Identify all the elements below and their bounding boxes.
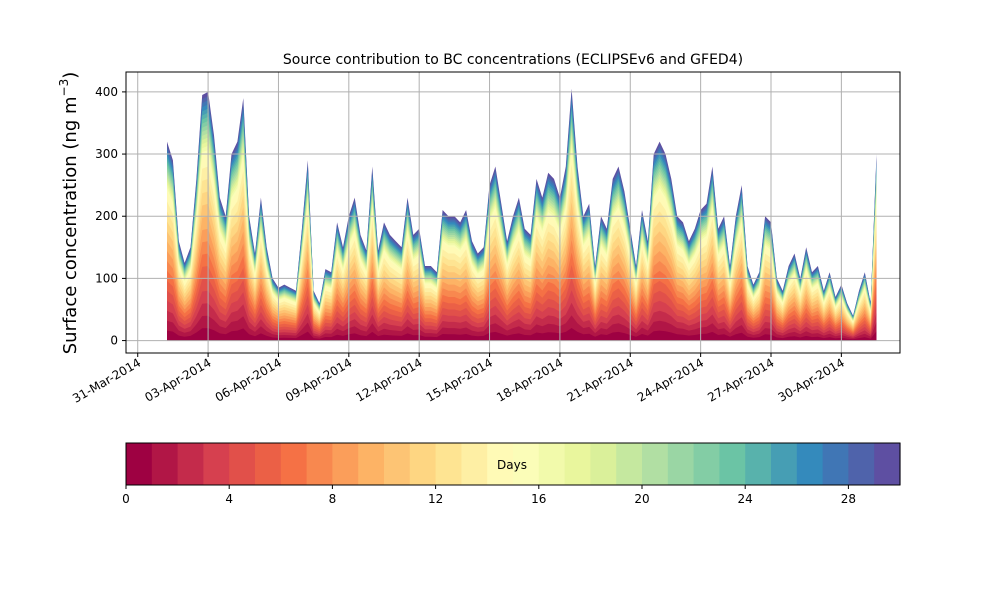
y-axis-ticks: 0 100 200 300 400 <box>95 85 126 348</box>
colorbar-cell <box>332 443 359 485</box>
y-axis-label-close: ) <box>60 72 81 79</box>
x-tick-label: 15-Apr-2014 <box>424 355 495 404</box>
colorbar-cell <box>255 443 282 485</box>
colorbar-cell <box>435 443 462 485</box>
y-tick-label: 0 <box>110 334 118 348</box>
colorbar-cell <box>771 443 798 485</box>
x-tick-label: 06-Apr-2014 <box>213 355 284 404</box>
colorbar-tick-label: 24 <box>738 492 753 506</box>
colorbar-tick-label: 0 <box>122 492 130 506</box>
y-tick-label: 400 <box>95 85 118 99</box>
x-tick-label: 18-Apr-2014 <box>494 355 565 404</box>
colorbar-cell <box>719 443 746 485</box>
colorbar-tick-label: 12 <box>428 492 443 506</box>
colorbar-cell <box>513 443 540 485</box>
colorbar-cell <box>229 443 256 485</box>
gridlines <box>126 72 900 353</box>
x-tick-label: 03-Apr-2014 <box>142 355 213 404</box>
x-tick-label: 12-Apr-2014 <box>353 355 424 404</box>
colorbar-tick-label: 16 <box>531 492 546 506</box>
colorbar-cell <box>487 443 514 485</box>
colorbar-cell <box>203 443 230 485</box>
colorbar-cell <box>848 443 875 485</box>
x-tick-label: 09-Apr-2014 <box>283 355 354 404</box>
x-tick-label: 27-Apr-2014 <box>705 355 776 404</box>
colorbar-cell <box>745 443 772 485</box>
colorbar-ticks: 0 4 8 12 16 20 24 28 <box>122 485 856 506</box>
colorbar-cell <box>384 443 411 485</box>
colorbar-cell <box>616 443 643 485</box>
chart-title: Source contribution to BC concentrations… <box>283 52 743 68</box>
x-tick-label: 30-Apr-2014 <box>776 355 847 404</box>
colorbar-cell <box>642 443 669 485</box>
main-axes: 0 100 200 300 400 31-Mar-2014 03-Apr-2014 06-A… <box>57 52 901 406</box>
y-axis-label: Surface concentration (ng m−3) <box>57 72 81 355</box>
y-axis-label-superscript: −3 <box>57 79 71 97</box>
colorbar-frame <box>125 442 901 486</box>
colorbar-cell <box>151 443 179 485</box>
y-tick-label: 100 <box>95 271 118 285</box>
colorbar-cell <box>306 443 333 485</box>
y-tick-label: 300 <box>95 147 118 161</box>
colorbar-tick-label: 8 <box>329 492 337 506</box>
colorbar-cell <box>177 443 204 485</box>
x-axis-ticks: 31-Mar-2014 03-Apr-2014 06-Apr-2014 09-Apr-… <box>70 353 847 406</box>
stacked-area-series <box>167 88 877 341</box>
colorbar-tick-label: 4 <box>225 492 233 506</box>
x-tick-label: 24-Apr-2014 <box>635 355 706 404</box>
y-axis-label-text: Surface concentration (ng m <box>60 96 81 354</box>
colorbar-cell <box>667 443 695 485</box>
colorbar-cell <box>126 443 153 485</box>
age-band-0-days <box>167 328 877 341</box>
colorbar-tick-label: 28 <box>841 492 856 506</box>
colorbar-tick-label: 20 <box>634 492 649 506</box>
colorbar-cell <box>280 443 308 485</box>
colorbar-cell <box>538 443 566 485</box>
colorbar-cells <box>126 443 901 485</box>
colorbar-cell <box>409 443 437 485</box>
colorbar: Days 0 4 8 12 16 20 24 28 <box>122 442 901 506</box>
y-tick-label: 200 <box>95 209 118 223</box>
x-tick-label: 21-Apr-2014 <box>565 355 636 404</box>
colorbar-cell <box>822 443 849 485</box>
colorbar-cell <box>564 443 591 485</box>
plot-frame <box>125 71 901 354</box>
x-tick-label: 31-Mar-2014 <box>70 355 143 405</box>
colorbar-cell <box>590 443 617 485</box>
colorbar-label: Days <box>497 458 527 472</box>
colorbar-cell <box>358 443 385 485</box>
colorbar-cell <box>796 443 824 485</box>
colorbar-cell <box>461 443 488 485</box>
colorbar-cell <box>874 443 901 485</box>
colorbar-cell <box>693 443 720 485</box>
